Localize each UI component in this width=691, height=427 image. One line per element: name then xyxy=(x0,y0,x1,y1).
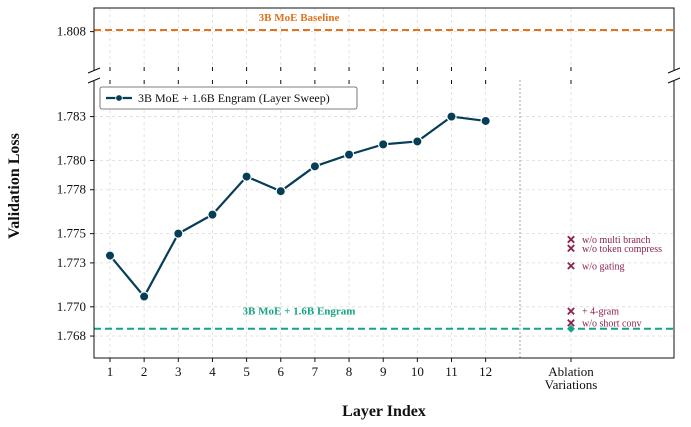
y-tick-labels: 1.768 1.770 1.773 1.775 1.778 1.780 1.783 xyxy=(57,109,86,343)
ablation-point: w/o gating xyxy=(567,261,625,272)
top-panel-ticks xyxy=(90,31,572,71)
x-tick-label: 7 xyxy=(312,364,319,379)
y-tick-label: 1.775 xyxy=(57,226,86,241)
series-point xyxy=(241,171,252,182)
series-point xyxy=(378,139,389,150)
ablation-tick-label: Ablation xyxy=(548,364,594,379)
legend-marker-swatch xyxy=(115,94,123,102)
series-point xyxy=(343,149,355,160)
legend-label: 3B MoE + 1.6B Engram (Layer Sweep) xyxy=(138,91,330,105)
series-point xyxy=(104,250,116,261)
series-point xyxy=(412,136,423,147)
top-ytick-label: 1.808 xyxy=(57,24,86,39)
series-point xyxy=(275,185,286,197)
main-panel-grid xyxy=(94,80,674,358)
ablation-label: w/o gating xyxy=(582,261,625,272)
ablation-marker xyxy=(567,244,575,253)
ablation-point: w/o multi branch xyxy=(567,235,650,246)
series-point xyxy=(309,161,321,172)
x-tick-label: 4 xyxy=(209,364,216,379)
x-tick-label: 8 xyxy=(346,364,353,379)
ablation-point: + 4-gram xyxy=(567,307,619,318)
y-tick-label: 1.770 xyxy=(57,299,86,314)
y-tick-label: 1.780 xyxy=(57,152,86,167)
y-tick-label: 1.778 xyxy=(57,182,86,197)
top-panel: 3B MoE Baseline 1.808 xyxy=(57,7,675,71)
ablation-label: + 4-gram xyxy=(582,307,619,318)
series-point xyxy=(207,209,218,220)
x-tick-label: 3 xyxy=(175,364,182,379)
series-layer xyxy=(104,111,491,302)
engram-reference-label: 3B MoE + 1.6B Engram xyxy=(243,306,356,318)
legend: 3B MoE + 1.6B Engram (Layer Sweep) xyxy=(99,86,358,110)
series-point xyxy=(480,115,491,127)
ablation-label: w/o multi branch xyxy=(582,235,650,246)
y-axis-title: Validation Loss xyxy=(6,133,23,239)
engram-reference-marker xyxy=(565,323,577,334)
ablation-label: w/o token compress xyxy=(582,244,662,255)
x-tick-label: 2 xyxy=(141,364,148,379)
axis-break-marks xyxy=(87,67,681,84)
x-tick-labels: 1 2 3 4 5 6 7 8 9 10 11 12 xyxy=(107,364,492,379)
ablation-point: w/o token compress xyxy=(567,244,662,255)
x-tick-label: 6 xyxy=(278,364,285,379)
x-tick-label: 1 xyxy=(107,364,114,379)
top-panel-grid xyxy=(94,8,674,71)
ablation-tick-label: Variations xyxy=(545,377,598,392)
ablation-marker xyxy=(567,319,575,327)
legend-box xyxy=(99,86,358,110)
ablation-label: w/o short conv xyxy=(582,318,641,329)
baseline-label: 3B MoE Baseline xyxy=(259,12,340,24)
y-tick-label: 1.773 xyxy=(57,255,86,270)
y-tick-label: 1.783 xyxy=(57,109,86,124)
series-point xyxy=(173,228,184,239)
x-tick-label: 9 xyxy=(380,364,387,379)
top-panel-frame xyxy=(93,7,675,71)
ablation-marker xyxy=(567,235,575,244)
main-panel-frame xyxy=(93,80,675,359)
x-tick-label: 10 xyxy=(411,364,424,379)
series-point xyxy=(138,291,150,302)
y-tick-label: 1.768 xyxy=(57,328,86,343)
x-tick-label: 5 xyxy=(243,364,250,379)
ablation-point: w/o short conv xyxy=(567,318,641,329)
x-axis-title: Layer Index xyxy=(342,403,426,420)
ablation-marker xyxy=(567,307,575,316)
series-line xyxy=(109,115,486,298)
ablation-marker xyxy=(567,261,575,270)
x-tick-label: 11 xyxy=(445,364,458,379)
series-point xyxy=(446,111,457,122)
main-panel-ticks xyxy=(90,80,572,362)
x-tick-label: 12 xyxy=(479,364,492,379)
